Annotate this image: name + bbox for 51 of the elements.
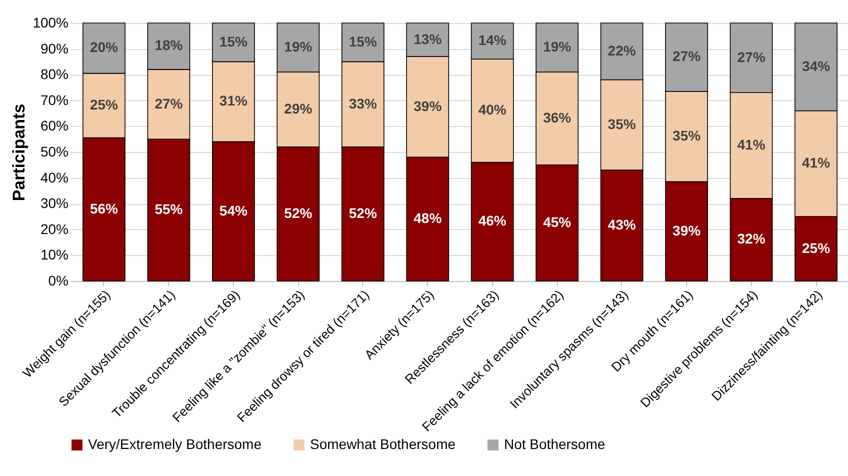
y-tick-label: 30% [40,195,68,212]
data-label: 31% [219,92,248,109]
data-label: 52% [348,204,378,221]
data-label: 35% [672,128,702,144]
data-label: 35% [608,116,636,132]
data-label: 15% [348,33,378,50]
y-tick-label: 80% [40,66,68,82]
data-label: 41% [802,154,831,171]
data-label: 22% [608,42,636,58]
legend-label: Very/Extremely Bothersome [88,436,262,452]
data-label: 33% [348,95,378,112]
data-label: 56% [90,200,119,216]
data-label: 54% [219,202,248,218]
data-label: 27% [154,95,184,112]
data-label: 40% [478,102,507,118]
data-label: 45% [543,214,572,230]
data-label: 19% [284,38,313,55]
y-tick-label: 20% [40,220,68,237]
data-label: 43% [608,216,636,233]
data-label: 29% [284,100,313,116]
y-tick-label: 40% [40,169,68,186]
data-label: 39% [414,98,442,114]
data-label: 48% [414,210,442,226]
y-axis-title: Participants [10,104,29,202]
y-tick-label: 100% [32,14,68,30]
y-tick-label: 90% [40,40,68,56]
data-label: 14% [478,32,507,48]
y-tick-label: 60% [40,118,68,134]
data-label: 46% [478,212,507,229]
data-label: 13% [414,30,442,47]
y-tick-label: 10% [40,246,68,263]
data-label: 18% [154,37,184,54]
data-label: 41% [737,136,766,153]
data-label: 55% [154,201,184,218]
data-label: 25% [802,240,831,256]
data-label: 25% [90,96,119,113]
data-label: 15% [219,33,248,50]
y-tick-label: 50% [40,144,68,160]
data-label: 39% [672,222,702,238]
data-label: 20% [90,39,119,56]
data-label: 36% [543,109,572,126]
y-tick-label: 0% [48,272,68,288]
legend-label: Somewhat Bothersome [310,436,456,452]
data-label: 27% [737,48,766,65]
y-tick-label: 70% [40,92,68,108]
data-label: 52% [284,204,313,221]
data-label: 34% [802,58,831,74]
data-label: 32% [737,230,766,247]
legend-label: Not Bothersome [504,436,606,452]
data-label: 19% [543,38,572,55]
data-label: 27% [672,48,702,64]
